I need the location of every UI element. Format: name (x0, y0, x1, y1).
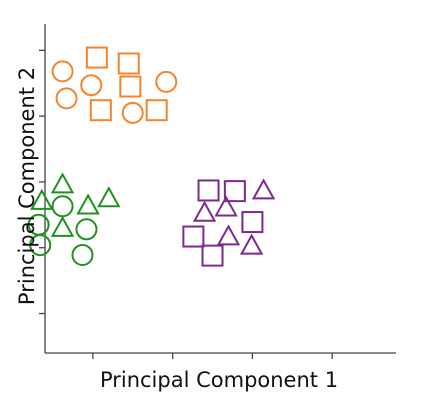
purple-triangle-point-2 (251, 178, 276, 200)
orange-circle-point-9 (155, 70, 178, 93)
orange-square-point-3 (85, 46, 108, 69)
green-triangle-point-1 (50, 172, 75, 194)
green-circle-point-9 (71, 243, 94, 266)
orange-square-point-5 (117, 52, 140, 75)
orange-circle-point-0 (51, 60, 74, 83)
green-triangle-point-6 (50, 215, 75, 237)
purple-square-point-1 (223, 180, 246, 203)
x-axis-label: Principal Component 1 (100, 368, 338, 392)
orange-square-point-8 (145, 99, 168, 122)
green-triangle-point-3 (76, 193, 100, 215)
green-circle-point-8 (29, 234, 52, 257)
purple-square-point-6 (182, 225, 205, 248)
purple-triangle-point-8 (239, 233, 264, 255)
orange-circle-point-7 (121, 101, 144, 124)
purple-triangle-point-7 (216, 224, 241, 246)
green-circle-point-2 (51, 195, 74, 218)
data-points (27, 46, 276, 267)
orange-circle-point-1 (55, 87, 78, 110)
orange-square-point-4 (89, 99, 112, 122)
axis-ticks (39, 49, 333, 359)
purple-square-point-9 (201, 244, 224, 267)
green-triangle-point-4 (97, 186, 121, 208)
green-triangle-point-0 (30, 188, 54, 210)
orange-circle-point-2 (80, 74, 103, 97)
axes (44, 24, 396, 354)
orange-square-point-6 (119, 75, 142, 98)
green-circle-point-7 (75, 218, 98, 241)
purple-triangle-point-3 (192, 200, 217, 222)
purple-square-point-0 (197, 179, 220, 202)
y-axis-label: Principal Component 2 (15, 67, 39, 305)
purple-square-point-5 (241, 211, 264, 234)
purple-triangle-point-4 (214, 195, 238, 217)
